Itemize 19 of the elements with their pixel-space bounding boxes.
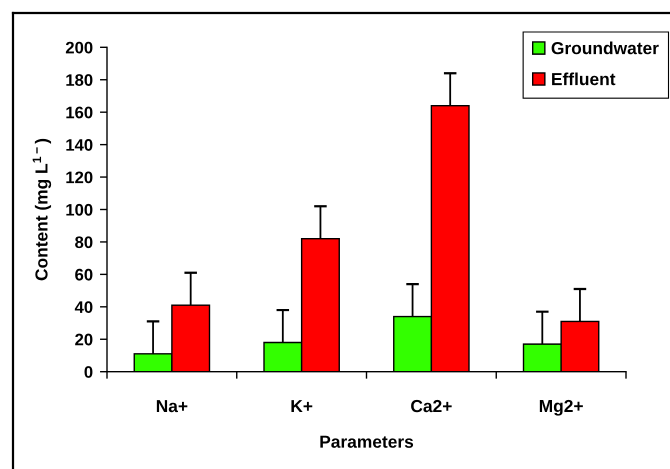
- y-tick-label: 120: [66, 171, 92, 184]
- y-tick-label: 60: [75, 268, 92, 281]
- y-tick-label: 100: [66, 204, 92, 216]
- x-tick-label: Mg2+: [540, 400, 583, 416]
- legend-label: Effluent: [552, 72, 616, 86]
- y-tick-label: 180: [66, 74, 92, 86]
- x-tick-label: K+: [291, 400, 312, 412]
- x-tick-label: Na+: [156, 400, 188, 412]
- x-tick-label: Ca2+: [411, 400, 452, 412]
- y-axis-title: Content (mg L$^{1−}$): [32, 138, 52, 280]
- y-tick-label: 0: [84, 366, 92, 378]
- legend-label: Groundwater: [552, 42, 659, 54]
- y-tick-label: 200: [66, 42, 92, 54]
- y-tick-label: 160: [66, 106, 92, 118]
- y-tick-label: 140: [66, 139, 92, 151]
- y-tick-label: 40: [74, 301, 92, 314]
- y-tick-label: 20: [75, 334, 92, 346]
- y-tick-label: 80: [75, 236, 92, 248]
- x-axis-title: Parameters: [320, 436, 414, 448]
